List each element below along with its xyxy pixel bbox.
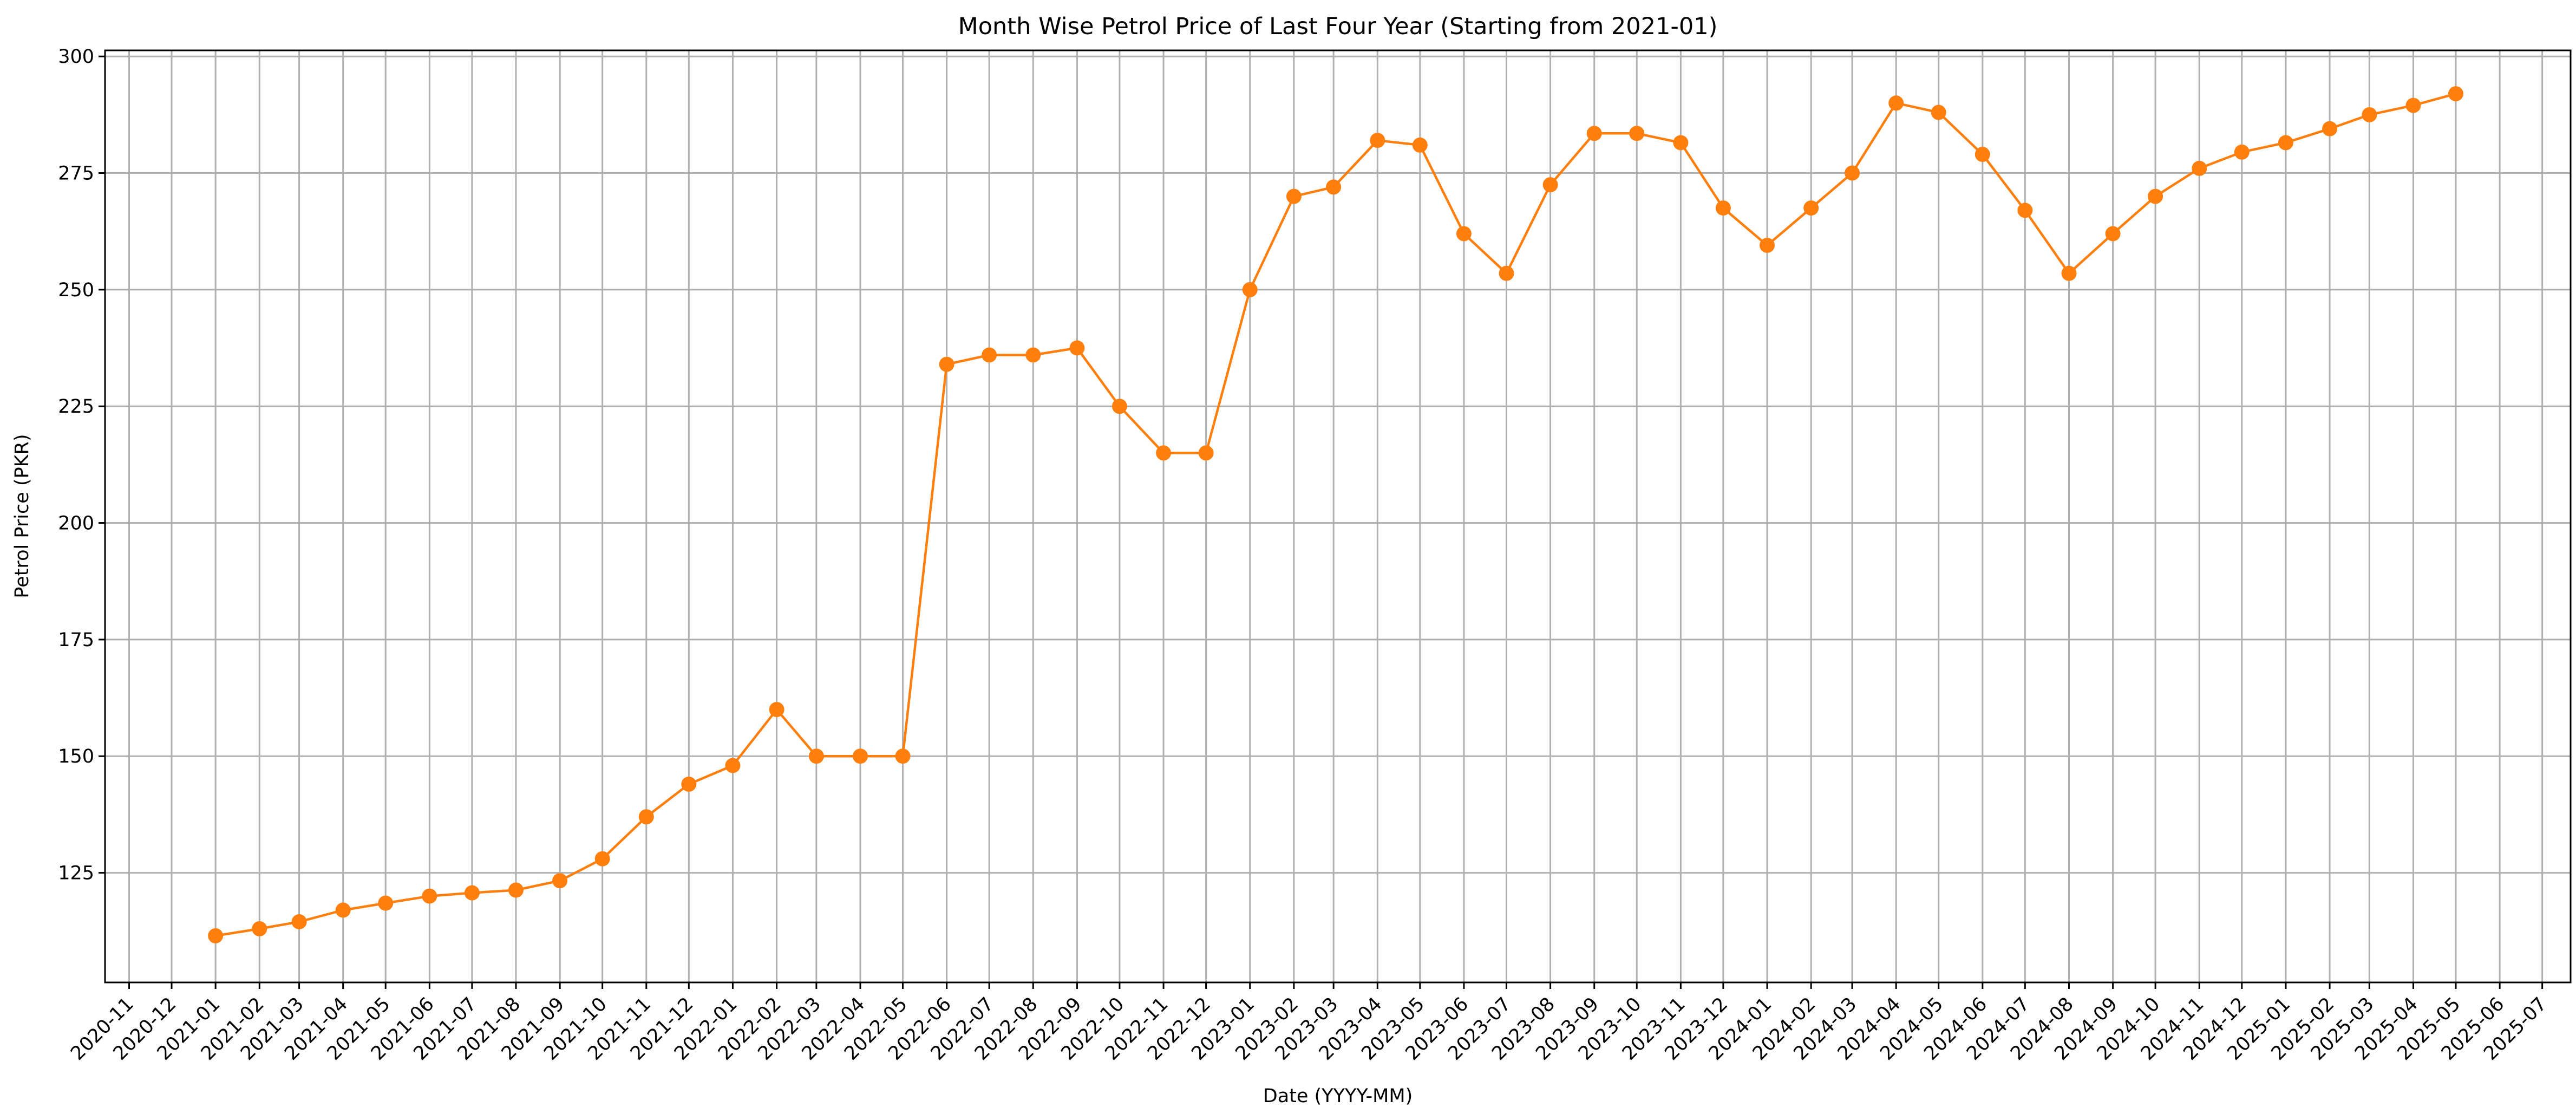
data-point (291, 914, 307, 929)
data-point (681, 776, 697, 792)
data-point (378, 895, 394, 911)
data-point (2448, 86, 2463, 102)
data-point (422, 888, 437, 904)
data-point (2322, 121, 2338, 136)
series-line (215, 92, 2456, 937)
data-point (1586, 126, 1602, 141)
data-point (1025, 347, 1041, 363)
x-axis: 2020-112020-122021-012021-022021-032021-… (67, 982, 2551, 1065)
data-point (1715, 200, 1731, 216)
data-point (1499, 265, 1514, 281)
data-point (1760, 238, 1775, 253)
data-point (464, 885, 480, 901)
data-point (2278, 135, 2293, 151)
data-point (1845, 165, 1860, 181)
data-point (2234, 144, 2250, 160)
data-point (594, 851, 610, 867)
data-point (1326, 179, 1342, 195)
data-point (638, 809, 654, 825)
data-point (508, 882, 524, 898)
data-point (1673, 135, 1689, 151)
data-point (208, 928, 224, 943)
series-layer (208, 86, 2463, 943)
data-point (552, 873, 568, 889)
y-tick-label: 125 (58, 863, 94, 884)
data-point (1156, 445, 1172, 461)
data-point (1198, 445, 1214, 461)
data-point (2148, 188, 2163, 204)
grid-lines (105, 50, 2571, 982)
data-point (1975, 147, 1990, 162)
data-point (1803, 200, 1819, 216)
data-point (252, 921, 267, 936)
y-axis: 125 150 175 200 225 250 275 300 (58, 46, 105, 884)
data-point (853, 748, 868, 764)
data-point (2061, 265, 2077, 281)
data-point (1412, 137, 1428, 153)
data-point (895, 748, 911, 764)
data-point (1112, 399, 1127, 414)
data-point (1931, 105, 1946, 120)
data-point (2192, 160, 2207, 176)
data-point (2017, 203, 2033, 218)
y-tick-label: 275 (58, 163, 94, 185)
chart-title: Month Wise Petrol Price of Last Four Yea… (958, 13, 1718, 40)
y-tick-label: 225 (58, 396, 94, 418)
y-tick-label: 200 (58, 513, 94, 535)
data-point (1542, 177, 1558, 193)
data-point (808, 748, 824, 764)
data-point (1888, 95, 1904, 111)
data-point (2362, 107, 2377, 122)
data-point (2405, 97, 2421, 113)
y-tick-label: 175 (58, 629, 94, 651)
data-point (1242, 282, 1258, 297)
data-point (982, 347, 997, 363)
data-point (1069, 340, 1085, 356)
data-point (1286, 188, 1302, 204)
x-axis-label: Date (YYYY-MM) (1263, 1085, 1413, 1107)
y-tick-label: 250 (58, 279, 94, 301)
y-axis-label: Petrol Price (PKR) (11, 434, 33, 598)
data-point (2105, 226, 2121, 242)
y-tick-label: 300 (58, 46, 94, 68)
y-tick-label: 150 (58, 746, 94, 767)
data-point (939, 356, 954, 372)
plot-frame (104, 49, 2572, 984)
data-point (1629, 126, 1645, 141)
data-point (769, 702, 784, 718)
data-point (725, 758, 741, 773)
data-point (1456, 226, 1472, 242)
data-point (1370, 133, 1385, 148)
data-point (335, 902, 351, 918)
